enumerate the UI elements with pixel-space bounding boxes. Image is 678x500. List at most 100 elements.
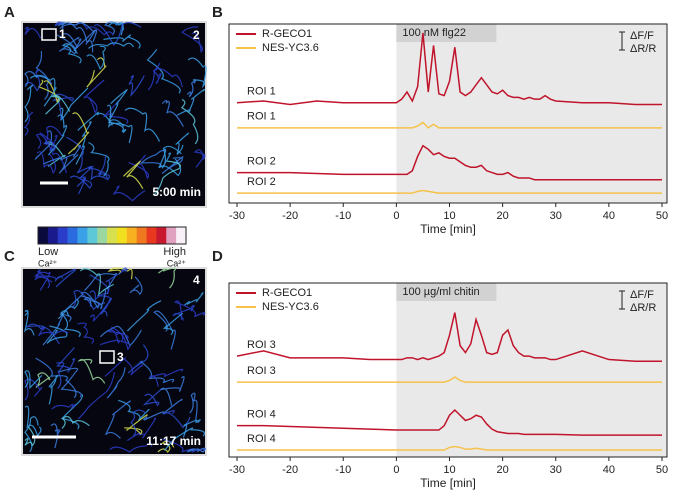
cell-outline <box>127 417 157 442</box>
x-axis-label: Time [min] <box>420 476 476 490</box>
cell-outline <box>109 442 153 453</box>
cell-outline <box>89 295 112 322</box>
cell-outline <box>183 292 204 306</box>
cell-outline <box>175 132 190 155</box>
cell-outline <box>77 372 116 420</box>
cell-outline <box>148 368 184 387</box>
cell-outline <box>153 310 176 350</box>
cell-outline <box>187 57 207 89</box>
cell-outline <box>110 326 131 351</box>
colorbar-label: Ca²⁺ <box>38 258 58 268</box>
cell-outline <box>35 133 68 174</box>
cell-outline <box>104 357 144 377</box>
panel-letter: C <box>4 248 15 265</box>
cell-outline <box>55 268 77 288</box>
trace <box>237 445 662 451</box>
cell-outline <box>161 156 184 175</box>
cell-outline <box>79 268 115 297</box>
roi-label: 4 <box>193 273 200 287</box>
cell-outline <box>153 160 182 196</box>
cell-outline <box>124 107 161 142</box>
legend-label: NES-YC3.6 <box>262 42 319 54</box>
x-tick-label: -10 <box>335 210 351 222</box>
cell-outline <box>67 112 90 155</box>
colorbar-swatch <box>136 227 147 244</box>
cell-outline <box>24 405 42 437</box>
roi-label: ROI 1 <box>247 111 276 123</box>
cell-outline <box>62 22 94 53</box>
cell-outline <box>59 22 96 45</box>
cell-outline <box>117 399 150 421</box>
scale-label: ΔF/F <box>630 30 654 42</box>
micrograph: 3 4 11:17 min <box>21 267 207 456</box>
cell-outline <box>107 119 127 134</box>
x-tick-label: -10 <box>335 464 351 476</box>
timestamp: 5:00 min <box>152 185 201 199</box>
trace <box>237 376 662 383</box>
colorbar-swatch <box>77 227 88 244</box>
cell-outline <box>127 344 149 374</box>
roi-label: ROI 4 <box>247 409 276 421</box>
x-tick-label: 30 <box>550 210 562 222</box>
x-tick-label: 50 <box>656 210 668 222</box>
roi-label: 1 <box>59 27 66 41</box>
legend-label: R-GECO1 <box>262 28 312 40</box>
cell-outline <box>56 34 80 55</box>
x-tick-label: 40 <box>603 210 615 222</box>
stimulus-box <box>396 283 497 301</box>
cell-outline <box>83 288 107 310</box>
cell-outline <box>103 34 141 49</box>
cell-outline <box>146 48 181 94</box>
cell-outline <box>147 68 183 91</box>
trace <box>236 312 662 363</box>
trace <box>237 408 662 436</box>
x-tick-label: 30 <box>550 464 562 476</box>
cell-outline <box>181 26 203 54</box>
cell-outline <box>83 79 105 114</box>
stimulus-shade <box>396 283 667 457</box>
cell-outline <box>36 151 57 174</box>
cell-outline <box>107 267 133 280</box>
cell-outline <box>129 276 143 296</box>
colorbar-swatch <box>116 227 128 244</box>
cell-outline <box>142 398 183 421</box>
cell-outline <box>193 149 206 168</box>
x-tick-label: 10 <box>443 464 455 476</box>
legend-label: R-GECO1 <box>262 287 312 299</box>
cell-outline <box>50 423 61 449</box>
cell-outline <box>152 62 162 85</box>
colorbar-swatch <box>156 227 167 244</box>
cell-outline <box>88 42 135 49</box>
cell-outline <box>172 304 195 321</box>
roi-label: 2 <box>193 28 200 42</box>
cell-outline <box>61 415 90 429</box>
cell-outline <box>86 57 107 88</box>
colorbar-label: High <box>163 246 186 258</box>
cell-outline <box>77 358 106 384</box>
roi-label: ROI 4 <box>247 433 276 445</box>
panel-letter: D <box>212 248 223 265</box>
cell-outline <box>61 43 82 64</box>
cell-outline <box>73 29 98 52</box>
stimulus-shade <box>396 24 667 203</box>
cell-outline <box>23 111 34 136</box>
cell-outline <box>24 68 41 92</box>
cell-outline <box>42 312 72 346</box>
scale-label: ΔF/F <box>630 289 654 301</box>
x-tick-label: -20 <box>282 464 298 476</box>
scale-label: ΔR/R <box>630 302 656 314</box>
roi-label: ROI 1 <box>247 86 276 98</box>
cell-outline <box>23 309 35 336</box>
x-tick-label: -30 <box>229 464 245 476</box>
cell-outline <box>180 99 199 145</box>
cell-outline <box>33 271 57 291</box>
stimulus-label: 100 nM flg22 <box>402 27 466 39</box>
colorbar-swatch <box>57 227 68 244</box>
cell-outline <box>189 392 198 422</box>
cell-outline <box>100 297 113 317</box>
stimulus-box <box>396 24 497 42</box>
colorbar-label: Ca²⁺ <box>167 258 187 268</box>
cell-outline <box>86 45 106 70</box>
panel-letter: A <box>4 4 15 21</box>
